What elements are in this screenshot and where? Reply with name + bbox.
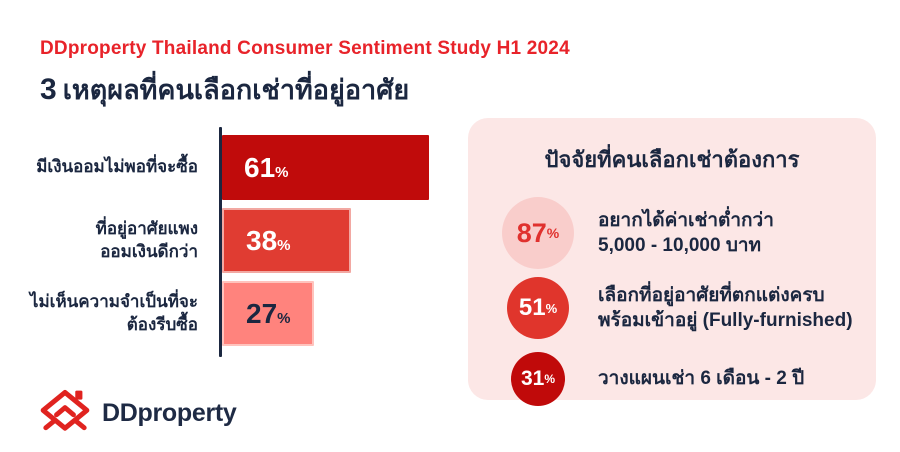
bar-value: 61% <box>244 151 289 183</box>
factor-circle-column: 51% <box>496 277 580 339</box>
factor-circle-column: 31% <box>496 352 580 406</box>
factors-panel: ปัจจัยที่คนเลือกเช่าต้องการ 87% อยากได้ค่… <box>468 118 876 406</box>
factor-label: วางแผนเช่า 6 เดือน - 2 ปี <box>598 368 805 390</box>
bar-row: ไม่เห็นความจำเป็นที่จะ ต้องรีบซื้อ 27% <box>0 281 460 346</box>
title-text: เหตุผลที่คนเลือกเช่าที่อยู่อาศัย <box>62 75 410 105</box>
factor-item: 51% เลือกที่อยู่อาศัยที่ตกแต่งครบ พร้อมเข้… <box>496 273 876 343</box>
bar-value: 38% <box>246 224 291 256</box>
logo-text: DDproperty <box>102 398 237 427</box>
percent-sign: % <box>545 300 558 316</box>
bar-category-label: ไม่เห็นความจำเป็นที่จะ ต้องรีบซื้อ <box>29 292 198 334</box>
percent-sign: % <box>277 236 291 254</box>
factor-item: 87% อยากได้ค่าเช่าต่ำกว่า 5,000 - 10,000 บ… <box>496 193 876 273</box>
panel-items: 87% อยากได้ค่าเช่าต่ำกว่า 5,000 - 10,000 บ… <box>468 193 876 411</box>
factor-percent-circle: 87% <box>502 197 574 269</box>
bar-category-label: มีเงินออมไม่พอที่จะซื้อ <box>36 157 198 177</box>
factor-percent-circle: 51% <box>507 277 569 339</box>
bar-value: 27% <box>246 297 291 329</box>
percent-sign: % <box>546 225 560 241</box>
page-title: 3 เหตุผลที่คนเลือกเช่าที่อยู่อาศัย <box>40 68 409 111</box>
chart-axis-line <box>219 127 222 357</box>
study-subtitle: DDproperty Thailand Consumer Sentiment S… <box>40 38 570 59</box>
percent-sign: % <box>275 163 289 181</box>
percent-sign: % <box>277 309 291 327</box>
panel-title: ปัจจัยที่คนเลือกเช่าต้องการ <box>544 147 800 172</box>
factor-label: เลือกที่อยู่อาศัยที่ตกแต่งครบ พร้อมเข้าอย… <box>598 284 853 331</box>
percent-sign: % <box>544 372 556 386</box>
bar-row: ที่อยู่อาศัยแพง ออมเงินดีกว่า 38% <box>0 208 460 273</box>
bar-chart: มีเงินออมไม่พอที่จะซื้อ 61% ที่อยู่อาศัยแพ… <box>0 135 460 354</box>
ddproperty-logo: DDproperty <box>38 388 237 438</box>
factor-item: 31% วางแผนเช่า 6 เดือน - 2 ปี <box>496 347 876 411</box>
ddproperty-house-icon <box>38 388 92 438</box>
bar-row: มีเงินออมไม่พอที่จะซื้อ 61% <box>0 135 460 200</box>
bar: 38% <box>222 208 352 273</box>
factor-label: อยากได้ค่าเช่าต่ำกว่า 5,000 - 10,000 บาท <box>598 209 774 256</box>
bar-category-label: ที่อยู่อาศัยแพง ออมเงินดีกว่า <box>95 219 198 261</box>
factor-circle-column: 87% <box>496 197 580 269</box>
bar: 61% <box>222 135 430 200</box>
title-number: 3 <box>40 73 57 106</box>
factor-percent-circle: 31% <box>511 352 565 406</box>
bar: 27% <box>222 281 314 346</box>
